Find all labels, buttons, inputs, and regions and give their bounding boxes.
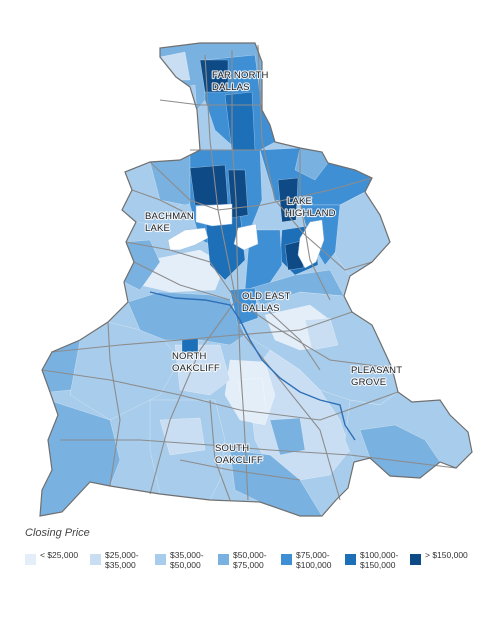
legend-label: $35,000- $50,000: [170, 550, 204, 570]
trinity-river: [149, 291, 356, 441]
svg-text:LAKE: LAKE: [145, 223, 170, 234]
svg-text:OLD EAST: OLD EAST: [242, 291, 291, 302]
svg-text:DALLAS: DALLAS: [242, 303, 280, 314]
svg-text:BACHMAN: BACHMAN: [145, 211, 194, 222]
tract-38: [237, 377, 267, 415]
road-6: [51, 311, 353, 353]
legend-swatch: [281, 554, 292, 565]
tract-42: [164, 84, 199, 136]
tract-33: [334, 191, 391, 277]
svg-text:HIGHLAND: HIGHLAND: [285, 208, 336, 219]
svg-text:OAKCLIFF: OAKCLIFF: [172, 363, 220, 374]
legend-swatch: [155, 554, 166, 565]
road-18: [261, 304, 321, 371]
label-north-oakcliff: NORTH NORTH OAKCLIFF OAKCLIFF: [171, 350, 221, 375]
svg-text:LAKE: LAKE: [145, 223, 170, 234]
svg-text:BACHMAN: BACHMAN: [145, 211, 194, 222]
legend-swatch: [345, 554, 356, 565]
legend-swatch: [90, 554, 101, 565]
white-rock-lake-water: [297, 219, 325, 269]
label-bachman-lake: BACHMAN BACHMAN LAKE LAKE: [144, 210, 195, 235]
svg-text:NORTH: NORTH: [172, 351, 207, 362]
legend-item-gt-150000: > $150,000: [410, 550, 468, 565]
road-8: [60, 439, 457, 469]
legend-item-35000-50000: $35,000- $50,000: [155, 550, 204, 570]
label-lake-highland: LAKE LAKE HIGHLAND HIGHLAND: [284, 195, 337, 220]
label-old-east-dallas: OLD EAST OLD EAST DALLAS DALLAS: [241, 290, 292, 315]
svg-text:DALLAS: DALLAS: [242, 303, 280, 314]
svg-text:PLEASANT: PLEASANT: [351, 365, 402, 376]
road-network: [41, 44, 457, 501]
svg-text:DALLAS: DALLAS: [212, 82, 250, 93]
city-boundary: [39, 42, 473, 517]
label-south-oakcliff: SOUTH SOUTH OAKCLIFF OAKCLIFF: [214, 442, 264, 467]
svg-text:FAR NORTH: FAR NORTH: [212, 70, 269, 81]
tract-40: [159, 417, 206, 456]
road-5: [133, 261, 231, 301]
legend-label: > $150,000: [425, 550, 468, 560]
label-far-north-dallas: FAR NORTH FAR NORTH DALLAS DALLAS: [211, 69, 270, 94]
legend-label: $75,000- $100,000: [296, 550, 332, 570]
tract-26: [227, 169, 249, 219]
road-9: [149, 299, 237, 495]
road-1: [231, 50, 249, 501]
tract-29: [277, 177, 299, 223]
svg-text:SOUTH: SOUTH: [215, 443, 249, 454]
road-13: [107, 321, 121, 487]
tract-41: [269, 417, 306, 456]
park-clearing: [195, 203, 233, 227]
legend-swatch: [410, 554, 421, 565]
tract-14: [127, 291, 246, 346]
legend-item-lt-25000: < $25,000: [25, 550, 78, 565]
legend-item-50000-75000: $50,000- $75,000: [218, 550, 267, 570]
tract-11: [69, 321, 181, 421]
legend-label: $50,000- $75,000: [233, 550, 267, 570]
legend-item-100000-150000: $100,000- $150,000: [345, 550, 398, 570]
park-clearing-east: [233, 223, 259, 251]
svg-text:FAR NORTH: FAR NORTH: [212, 70, 269, 81]
legend-label: $25,000- $35,000: [105, 550, 139, 570]
road-10: [239, 329, 341, 501]
svg-text:NORTH: NORTH: [172, 351, 207, 362]
road-15: [159, 99, 262, 106]
road-14: [299, 148, 331, 301]
legend-label: < $25,000: [40, 550, 79, 560]
tract-24: [189, 164, 229, 206]
tract-39: [304, 317, 339, 351]
road-17: [179, 459, 301, 481]
svg-text:LAKE: LAKE: [287, 196, 312, 207]
road-3: [257, 44, 373, 271]
legend-item-25000-35000: $25,000- $35,000: [90, 550, 139, 570]
svg-text:DALLAS: DALLAS: [212, 82, 250, 93]
road-11: [149, 161, 373, 211]
svg-text:GROVE: GROVE: [351, 377, 386, 388]
label-pleasant-grove: PLEASANT PLEASANT GROVE GROVE: [350, 364, 403, 389]
tract-13: [174, 344, 231, 396]
svg-text:SOUTH: SOUTH: [215, 443, 249, 454]
svg-text:PLEASANT: PLEASANT: [351, 365, 402, 376]
svg-text:HIGHLAND: HIGHLAND: [285, 208, 336, 219]
road-19: [209, 399, 231, 501]
svg-text:OAKCLIFF: OAKCLIFF: [215, 455, 263, 466]
legend-title: Closing Price: [25, 527, 90, 539]
svg-text:OAKCLIFF: OAKCLIFF: [215, 455, 263, 466]
svg-text:OAKCLIFF: OAKCLIFF: [172, 363, 220, 374]
legend-item-75000-100000: $75,000- $100,000: [281, 550, 331, 570]
tract-8: [229, 449, 323, 516]
legend-swatch: [218, 554, 229, 565]
svg-text:GROVE: GROVE: [351, 377, 386, 388]
road-12: [131, 189, 191, 216]
legend-label: $100,000- $150,000: [360, 550, 399, 570]
legend-swatch: [25, 554, 36, 565]
svg-text:OLD EAST: OLD EAST: [242, 291, 291, 302]
svg-text:LAKE: LAKE: [287, 196, 312, 207]
